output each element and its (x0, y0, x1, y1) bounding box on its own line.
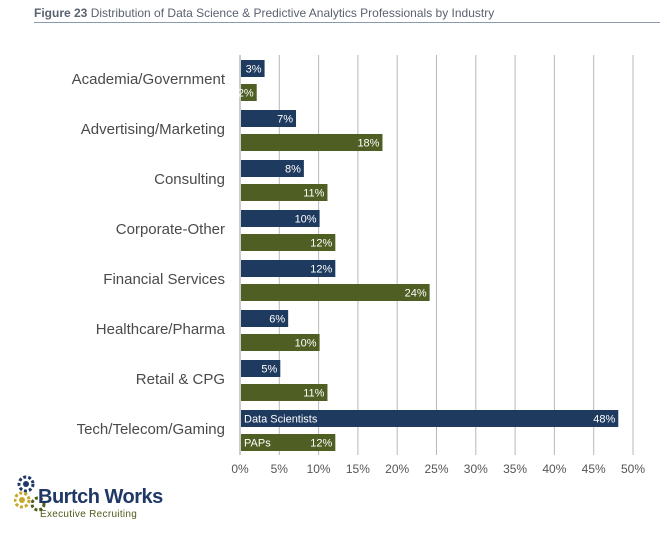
bar-value-label: 7% (277, 114, 293, 126)
pap-bar (241, 134, 383, 151)
figure-label: Figure 23 (34, 6, 88, 20)
bar-value-label: 12% (310, 438, 332, 450)
figure-title: Figure 23 Distribution of Data Science &… (34, 6, 494, 20)
bar-value-label: 18% (357, 138, 379, 150)
ds-bar (241, 410, 619, 427)
pap-bar (241, 384, 328, 401)
logo-tagline: Executive Recruiting (40, 509, 138, 520)
x-tick-label: 30% (464, 462, 488, 476)
x-tick-label: 5% (271, 462, 289, 476)
pap-bar (241, 284, 430, 301)
bar-value-label: 5% (261, 364, 277, 376)
x-tick-label: 20% (385, 462, 409, 476)
x-tick-label: 0% (231, 462, 249, 476)
pap-bar (241, 84, 257, 101)
ds-bar (241, 110, 297, 127)
bar-value-label: 6% (269, 314, 285, 326)
bar-value-label: 12% (310, 264, 332, 276)
bar-value-label: 24% (405, 288, 427, 300)
bar-value-label: 10% (295, 214, 317, 226)
bar-value-label: 3% (246, 64, 262, 76)
bar-value-label: 8% (285, 164, 301, 176)
bar-value-label: 2% (238, 88, 254, 100)
title-rule (34, 22, 660, 23)
bar-value-label: 12% (310, 238, 332, 250)
pap-bar (241, 434, 336, 451)
x-tick-label: 35% (503, 462, 527, 476)
pap-bar (241, 234, 336, 251)
category-label: Retail & CPG (136, 371, 225, 388)
x-tick-label: 15% (346, 462, 370, 476)
x-tick-label: 50% (621, 462, 645, 476)
figure-title-text: Distribution of Data Science & Predictiv… (90, 6, 495, 20)
category-label: Consulting (154, 171, 225, 188)
x-tick-label: 40% (542, 462, 566, 476)
category-label: Financial Services (103, 271, 225, 288)
category-label: Tech/Telecom/Gaming (77, 421, 225, 438)
pap-bar (241, 184, 328, 201)
bar-value-label: 11% (303, 388, 324, 400)
category-label: Corporate-Other (116, 221, 225, 238)
gear-icon (14, 475, 46, 512)
ds-bar (241, 60, 265, 77)
pap-bar (241, 334, 320, 351)
ds-bar (241, 310, 289, 327)
ds-bar (241, 360, 281, 377)
category-label: Healthcare/Pharma (96, 321, 226, 338)
bar-value-label: 48% (593, 414, 615, 426)
burtch-works-logo (14, 475, 46, 512)
x-tick-label: 45% (582, 462, 606, 476)
series-legend-label: PAPs (244, 438, 271, 450)
series-legend-label: Data Scientists (244, 414, 318, 426)
category-label: Academia/Government (72, 71, 226, 88)
logo-name: Burtch Works (38, 486, 163, 508)
x-tick-label: 25% (424, 462, 448, 476)
bar-value-label: 10% (295, 338, 317, 350)
category-label: Advertising/Marketing (81, 121, 225, 138)
bar-value-label: 11% (303, 188, 324, 200)
ds-bar (241, 160, 304, 177)
ds-bar (241, 210, 320, 227)
x-tick-label: 10% (307, 462, 331, 476)
ds-bar (241, 260, 336, 277)
